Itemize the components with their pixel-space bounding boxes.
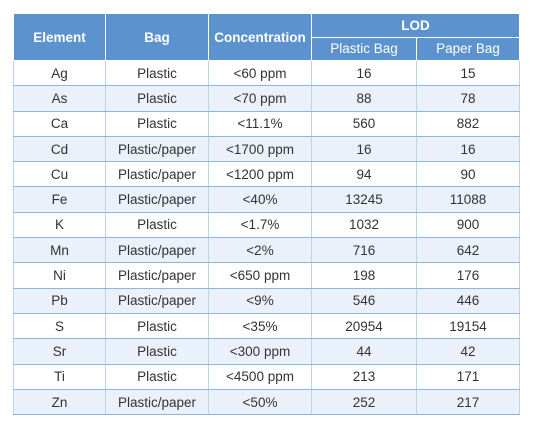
table-row: S Plastic <35% 20954 19154 [13, 312, 520, 340]
cell-bag: Plastic [105, 85, 209, 112]
cell-lod-paper: 19154 [416, 312, 520, 340]
cell-element: Zn [13, 388, 106, 416]
table-row: Ni Plastic/paper <650 ppm 198 176 [13, 262, 520, 289]
header-lod: LOD [311, 13, 520, 38]
cell-element: Fe [13, 186, 106, 213]
cell-lod-plastic: 252 [311, 388, 417, 416]
cell-lod-paper: 171 [416, 363, 520, 390]
table-row: Fe Plastic/paper <40% 13245 11088 [13, 186, 520, 213]
cell-element: Ni [13, 262, 106, 289]
cell-lod-paper: 446 [416, 287, 520, 314]
table-row: Ca Plastic <11.1% 560 882 [13, 110, 520, 137]
cell-bag: Plastic [105, 312, 209, 340]
cell-bag: Plastic [105, 59, 209, 87]
table-row: Zn Plastic/paper <50% 252 217 [13, 388, 520, 416]
cell-element: Cu [13, 161, 106, 188]
cell-lod-plastic: 94 [311, 161, 417, 188]
cell-bag: Plastic [105, 338, 209, 365]
cell-lod-paper: 900 [416, 211, 520, 239]
cell-lod-paper: 42 [416, 338, 520, 365]
cell-bag: Plastic/paper [105, 161, 209, 188]
cell-lod-plastic: 716 [311, 237, 417, 264]
cell-concentration: <1700 ppm [208, 135, 312, 163]
cell-bag: Plastic/paper [105, 186, 209, 213]
cell-element: As [13, 85, 106, 112]
cell-bag: Plastic/paper [105, 135, 209, 163]
cell-lod-paper: 15 [416, 59, 520, 87]
cell-lod-paper: 217 [416, 388, 520, 416]
cell-lod-plastic: 213 [311, 363, 417, 390]
cell-concentration: <60 ppm [208, 59, 312, 87]
cell-lod-plastic: 1032 [311, 211, 417, 239]
cell-lod-plastic: 16 [311, 59, 417, 87]
cell-element: Mn [13, 237, 106, 264]
cell-lod-paper: 78 [416, 85, 520, 112]
cell-concentration: <40% [208, 186, 312, 213]
cell-element: Ag [13, 59, 106, 87]
cell-lod-plastic: 546 [311, 287, 417, 314]
cell-concentration: <35% [208, 312, 312, 340]
cell-concentration: <70 ppm [208, 85, 312, 112]
cell-element: Ca [13, 110, 106, 137]
table-row: K Plastic <1.7% 1032 900 [13, 211, 520, 239]
header-concentration: Concentration [208, 13, 312, 61]
cell-bag: Plastic [105, 363, 209, 390]
table-row: Mn Plastic/paper <2% 716 642 [13, 237, 520, 264]
cell-concentration: <1.7% [208, 211, 312, 239]
cell-bag: Plastic/paper [105, 388, 209, 416]
lod-table: Element Bag Concentration LOD Plastic Ba… [13, 13, 520, 416]
cell-lod-paper: 882 [416, 110, 520, 137]
cell-element: S [13, 312, 106, 340]
table-row: Sr Plastic <300 ppm 44 42 [13, 338, 520, 365]
table-header: Element Bag Concentration LOD Plastic Ba… [13, 13, 520, 61]
cell-lod-paper: 16 [416, 135, 520, 163]
cell-lod-plastic: 88 [311, 85, 417, 112]
table-row: Ti Plastic <4500 ppm 213 171 [13, 363, 520, 390]
header-paper-bag: Paper Bag [416, 36, 520, 61]
table-row: Cd Plastic/paper <1700 ppm 16 16 [13, 135, 520, 163]
cell-lod-plastic: 44 [311, 338, 417, 365]
cell-bag: Plastic/paper [105, 287, 209, 314]
cell-bag: Plastic/paper [105, 237, 209, 264]
cell-concentration: <50% [208, 388, 312, 416]
cell-element: Cd [13, 135, 106, 163]
cell-lod-paper: 642 [416, 237, 520, 264]
cell-lod-paper: 11088 [416, 186, 520, 213]
table-row: Pb Plastic/paper <9% 546 446 [13, 287, 520, 314]
cell-lod-paper: 176 [416, 262, 520, 289]
cell-concentration: <650 ppm [208, 262, 312, 289]
cell-bag: Plastic/paper [105, 262, 209, 289]
header-bag: Bag [105, 13, 209, 61]
cell-element: Ti [13, 363, 106, 390]
cell-concentration: <11.1% [208, 110, 312, 137]
cell-lod-plastic: 13245 [311, 186, 417, 213]
cell-element: K [13, 211, 106, 239]
table-row: Ag Plastic <60 ppm 16 15 [13, 59, 520, 87]
header-plastic-bag: Plastic Bag [311, 36, 417, 61]
cell-concentration: <1200 ppm [208, 161, 312, 188]
cell-concentration: <2% [208, 237, 312, 264]
cell-concentration: <4500 ppm [208, 363, 312, 390]
cell-concentration: <9% [208, 287, 312, 314]
cell-lod-paper: 90 [416, 161, 520, 188]
table-row: Cu Plastic/paper <1200 ppm 94 90 [13, 161, 520, 188]
lod-table-container: Element Bag Concentration LOD Plastic Ba… [13, 13, 520, 416]
cell-lod-plastic: 16 [311, 135, 417, 163]
cell-lod-plastic: 560 [311, 110, 417, 137]
cell-element: Pb [13, 287, 106, 314]
cell-element: Sr [13, 338, 106, 365]
header-element: Element [13, 13, 106, 61]
cell-bag: Plastic [105, 110, 209, 137]
cell-lod-plastic: 20954 [311, 312, 417, 340]
cell-concentration: <300 ppm [208, 338, 312, 365]
cell-lod-plastic: 198 [311, 262, 417, 289]
cell-bag: Plastic [105, 211, 209, 239]
table-body: Ag Plastic <60 ppm 16 15 As Plastic <70 ppm 88 78… [13, 59, 520, 416]
table-row: As Plastic <70 ppm 88 78 [13, 85, 520, 112]
